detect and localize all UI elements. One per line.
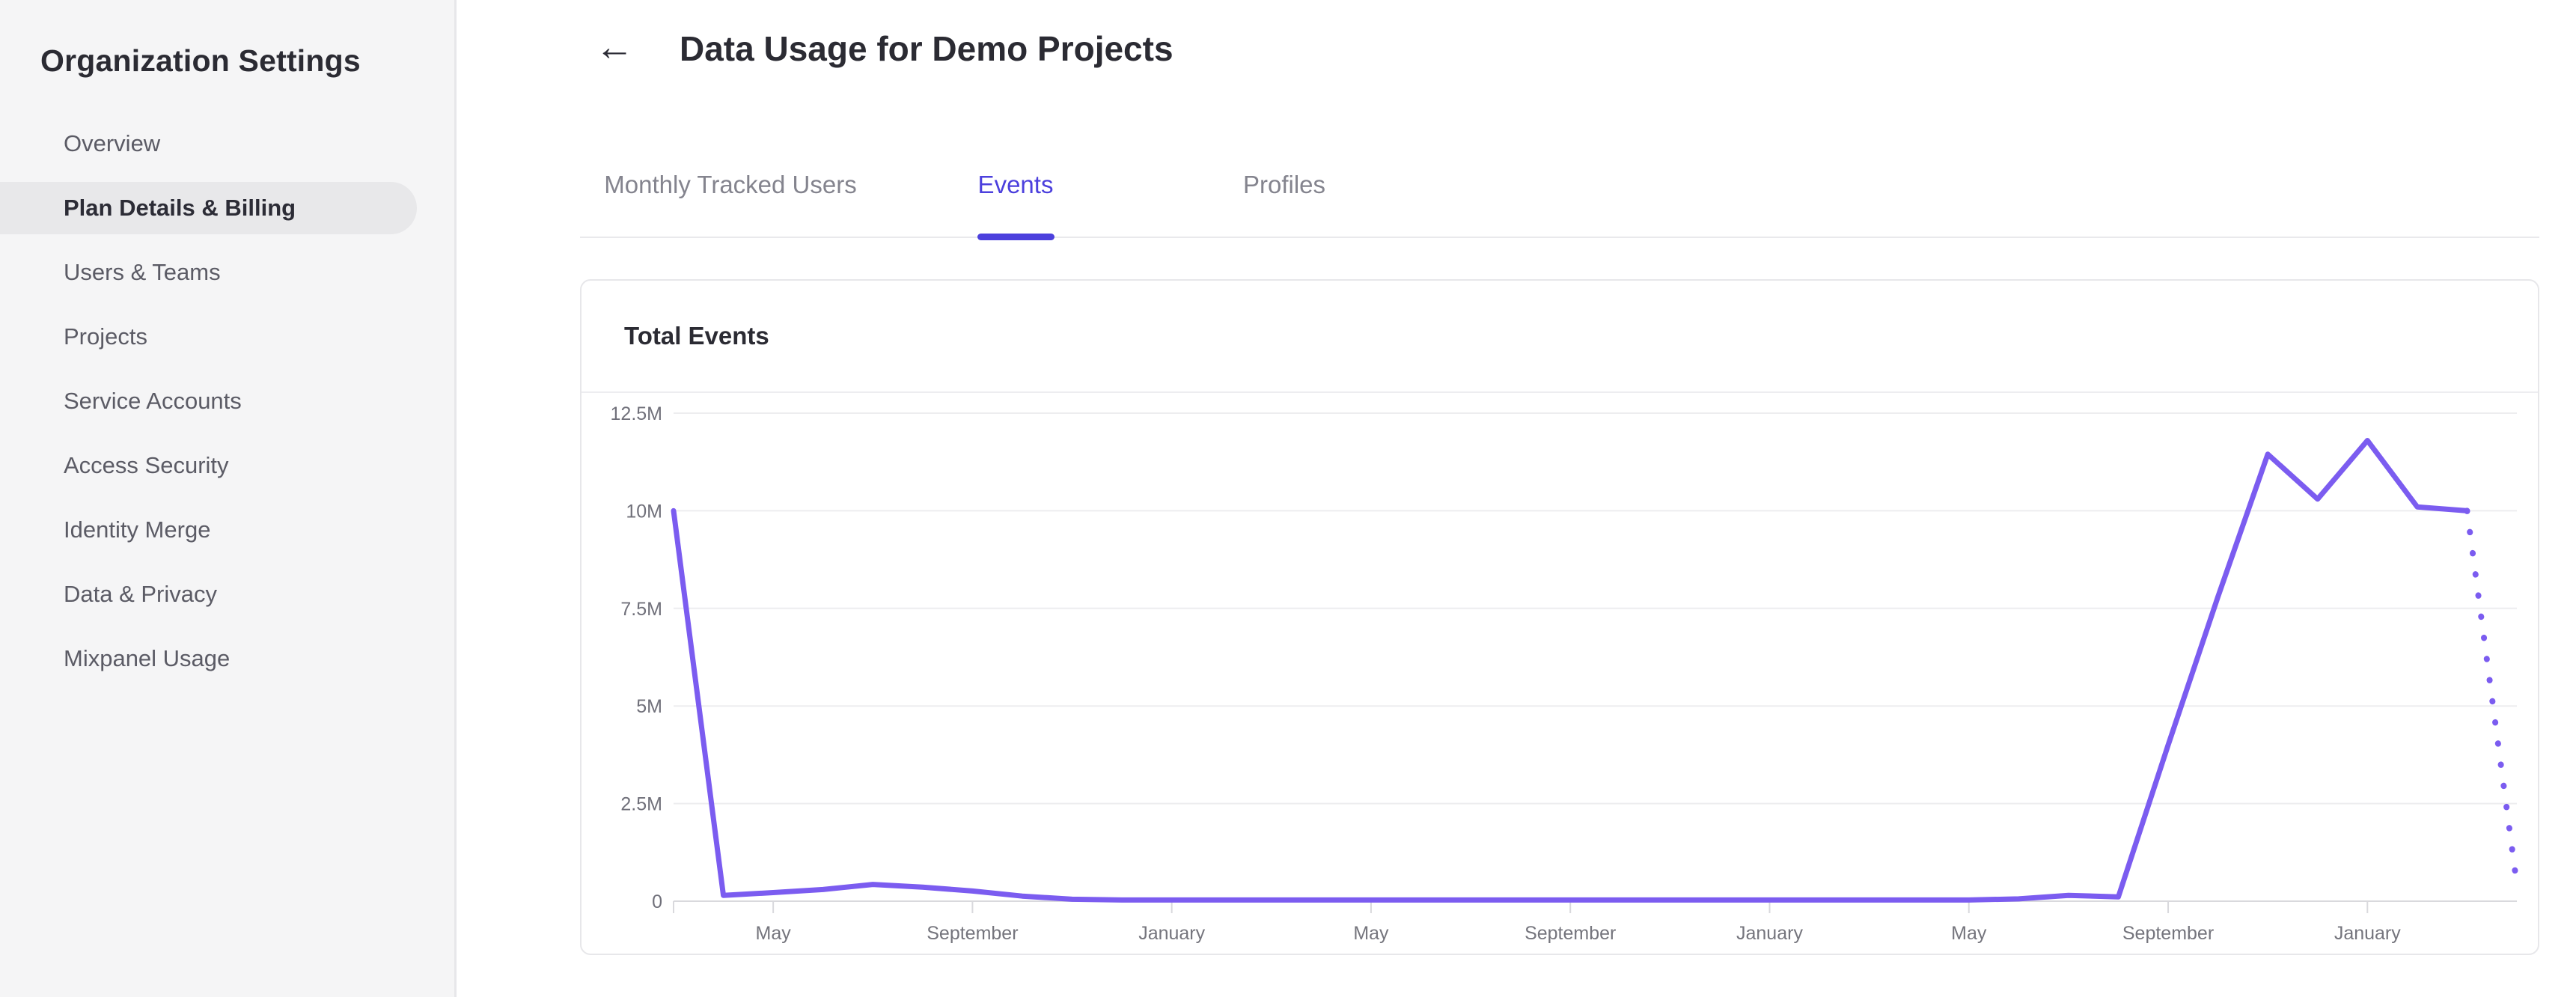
sidebar-item-plan-details-billing[interactable]: Plan Details & Billing — [0, 176, 457, 240]
y-axis-label: 10M — [626, 501, 662, 522]
x-axis-label: May — [1353, 923, 1389, 944]
x-axis-label: September — [1524, 923, 1616, 944]
events-chart: 12.5M 10M 7.5M 5M 2.5M 0 May September January Ma… — [611, 403, 2520, 944]
sidebar-item-users-teams[interactable]: Users & Teams — [64, 259, 221, 285]
x-axis-label: May — [1951, 923, 1987, 944]
sidebar-item-mixpanel-usage[interactable]: Mixpanel Usage — [64, 645, 231, 671]
sidebar-item-access-security[interactable]: Access Security — [64, 452, 229, 478]
sidebar-item-service-accounts[interactable]: Service Accounts — [64, 388, 242, 414]
y-axis-label: 12.5M — [611, 403, 662, 424]
sidebar-nav: Overview Plan Details & Billing Users & … — [0, 112, 457, 691]
y-axis-label: 5M — [636, 696, 662, 717]
sidebar-item-data-privacy[interactable]: Data & Privacy — [64, 581, 218, 607]
card-header: Total Events — [582, 281, 2538, 393]
page-title: Data Usage for Demo Projects — [680, 29, 1173, 68]
tab-monthly-tracked-users[interactable]: Monthly Tracked Users — [604, 171, 857, 198]
sidebar-item-overview[interactable]: Overview — [64, 130, 161, 156]
sidebar-item-projects[interactable]: Projects — [64, 323, 147, 350]
total-events-line-projected — [2464, 507, 2520, 888]
total-events-card: Total Events 12.5M 10M 7.5M 5M 2.5M 0 May Septe… — [580, 279, 2539, 955]
active-tab-underline — [977, 234, 1054, 240]
x-axis-label: September — [2122, 923, 2214, 944]
x-axis-label: September — [927, 923, 1018, 944]
sidebar-title: Organization Settings — [40, 43, 361, 78]
back-arrow-icon[interactable]: ← — [588, 21, 641, 73]
usage-tabs: Monthly Tracked Users Events Profiles — [580, 150, 2539, 240]
x-axis-label: May — [756, 923, 792, 944]
tab-events[interactable]: Events — [977, 171, 1054, 198]
y-axis-label: 0 — [652, 891, 662, 912]
x-axis-label: January — [1138, 923, 1205, 944]
sidebar: Organization Settings Overview Plan Deta… — [0, 0, 457, 997]
sidebar-item-identity-merge[interactable]: Identity Merge — [64, 516, 211, 543]
y-axis-label: 2.5M — [620, 794, 662, 815]
chart-area: 12.5M 10M 7.5M 5M 2.5M 0 May September January Ma… — [582, 393, 2538, 954]
x-axis-label: January — [2334, 923, 2401, 944]
y-axis-label: 7.5M — [620, 599, 662, 620]
total-events-line[interactable] — [671, 438, 2470, 903]
x-axis-label: January — [1736, 923, 1803, 944]
card-title: Total Events — [624, 322, 769, 350]
tab-profiles[interactable]: Profiles — [1242, 171, 1326, 198]
